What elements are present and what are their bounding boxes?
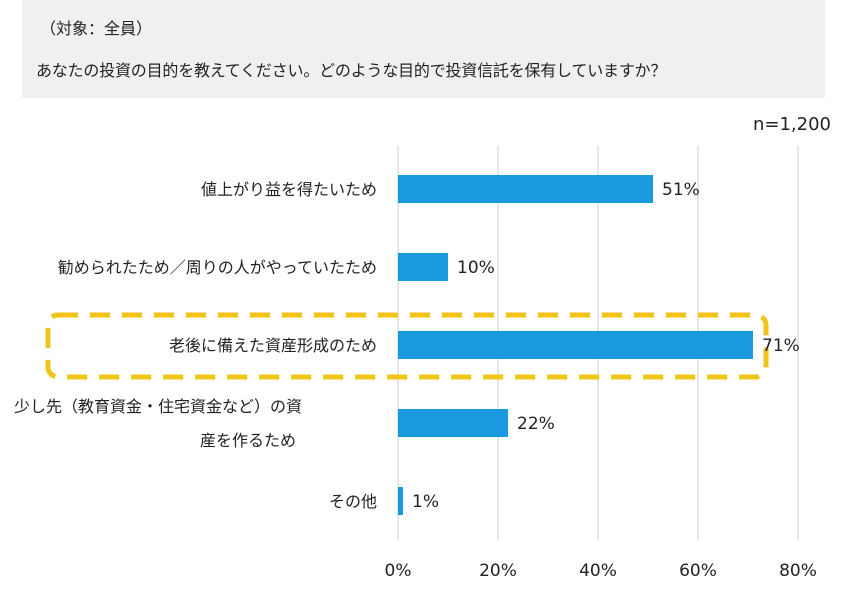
category-label: 少し先（教育資金・住宅資金など）の資 <box>14 397 302 416</box>
value-label: 10% <box>457 258 495 278</box>
bar <box>398 175 653 203</box>
bar <box>398 253 448 281</box>
labels: 0% 20% 40% 60% 80% 51% 値上がり益を得たいため 10% 勧められたため／周… <box>14 180 817 581</box>
category-label: 産を作るため <box>200 431 296 450</box>
bars <box>398 175 753 515</box>
value-label: 1% <box>412 492 439 512</box>
highlight-layer <box>45 312 769 380</box>
value-label: 71% <box>762 336 800 356</box>
x-tick-label: 0% <box>385 561 412 581</box>
category-label: 老後に備えた資産形成のため <box>169 336 377 355</box>
highlight-frame <box>45 312 769 380</box>
question-box <box>22 0 825 98</box>
x-tick-label: 20% <box>479 561 517 581</box>
question-text: あなたの投資の目的を教えてください。どのような目的で投資信託を保有していますか？ <box>36 61 667 80</box>
sample-size: n=1,200 <box>752 114 831 135</box>
x-tick-label: 80% <box>779 561 817 581</box>
bar <box>398 331 753 359</box>
bar <box>398 409 508 437</box>
x-tick-label: 60% <box>679 561 717 581</box>
value-label: 22% <box>517 414 555 434</box>
x-tick-label: 40% <box>579 561 617 581</box>
category-label: 勧められたため／周りの人がやっていたため <box>58 258 377 277</box>
category-label: その他 <box>329 492 377 511</box>
question-target: （対象：全員） <box>40 19 153 38</box>
bar <box>398 487 403 515</box>
value-label: 51% <box>662 180 700 200</box>
category-label: 値上がり益を得たいため <box>201 180 377 199</box>
